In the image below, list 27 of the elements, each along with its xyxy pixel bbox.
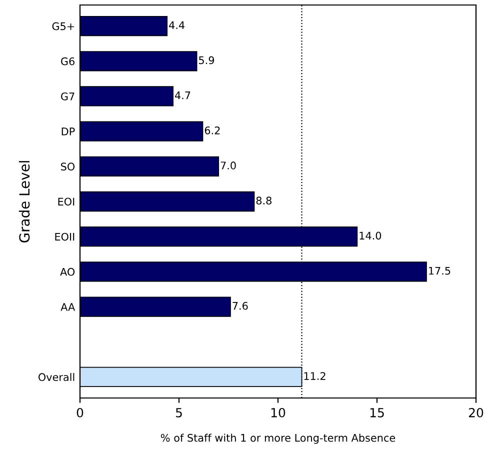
y-tick-label: AA [60,303,76,311]
data-label: 14.0 [360,232,382,240]
data-label: 7.0 [220,162,236,170]
data-label: 5.9 [199,56,214,64]
y-tick-label: SO [61,162,75,171]
y-tick-label: DP [62,128,75,136]
x-tick-label: 0 [76,408,84,418]
y-tick-label: G5+ [52,22,74,30]
data-label: 8.8 [256,196,272,205]
x-tick-label: 15 [370,408,384,418]
y-axis-title: Grade Level [18,161,30,242]
y-tick-label: EOI [58,198,74,206]
data-label: 7.6 [232,302,248,310]
data-label: 11.2 [304,372,326,380]
data-label: 4.4 [169,21,184,29]
x-tick-label: 10 [271,408,286,418]
data-label: 6.2 [204,126,220,134]
x-tick-label: 20 [468,408,484,418]
data-label: 4.7 [174,92,190,100]
x-axis-title: % of Staff with 1 or more Long-term Absence [160,434,396,444]
y-tick-label: Overall [38,372,74,382]
x-tick-label: 5 [176,408,182,418]
y-tick-label: AO [60,268,75,276]
y-tick-label: G6 [61,57,74,66]
y-tick-label: G7 [61,92,74,100]
data-label: 17.5 [429,266,450,275]
y-tick-label: EOII [55,232,74,241]
